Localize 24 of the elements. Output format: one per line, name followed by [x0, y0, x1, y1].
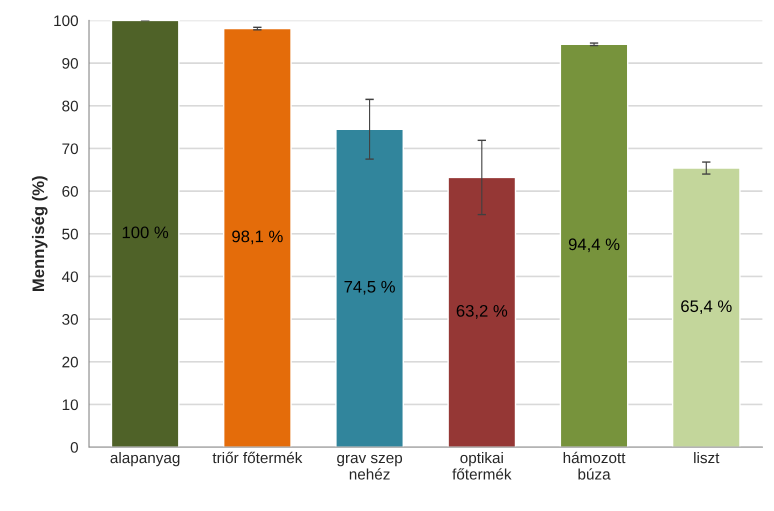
data-label: 63,2 % [456, 304, 508, 319]
data-label: 94,4 % [568, 238, 620, 252]
data-label: 98,1 % [232, 230, 283, 244]
x-tick-label: optikai főtermék [452, 452, 512, 480]
y-tick-label: 80 [62, 100, 78, 112]
y-tick-label: 100 [54, 15, 78, 26]
x-tick-label: hámozott búza [564, 452, 626, 480]
y-tick-label: 30 [62, 314, 78, 325]
y-axis-title: Mennyiség (%) [32, 176, 48, 292]
y-tick-label: 40 [62, 271, 78, 282]
data-label: 65,4 % [681, 300, 732, 314]
x-tick-label: liszt [694, 452, 720, 464]
y-tick-label: 70 [62, 143, 78, 154]
x-tick-label: alapanyag [110, 452, 180, 466]
data-label: 74,5 % [344, 280, 395, 295]
y-tick-label: 90 [62, 58, 78, 69]
y-tick-label: 0 [70, 442, 78, 453]
y-tick-label: 20 [62, 356, 78, 368]
x-tick-label: grav szep nehéz [337, 454, 402, 480]
y-tick-label: 60 [62, 186, 78, 197]
y-tick-label: 50 [62, 228, 78, 240]
x-tick-label: triőr főtermék [212, 452, 302, 464]
data-label: 100 % [122, 226, 168, 238]
y-tick-label: 10 [62, 399, 78, 410]
